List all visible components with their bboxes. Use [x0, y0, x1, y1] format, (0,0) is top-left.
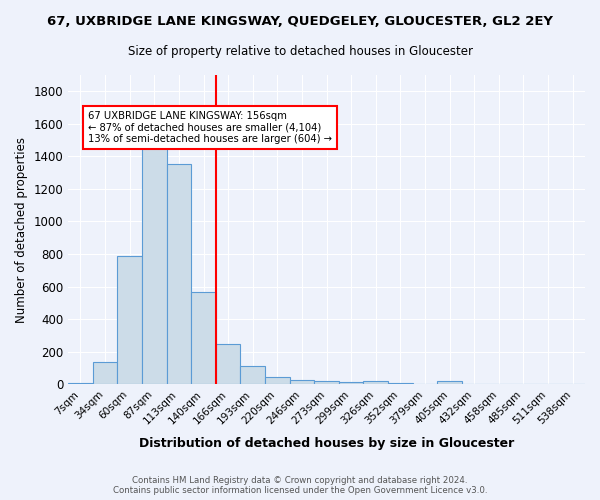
Bar [290, 380, 314, 384]
Bar [93, 362, 118, 384]
Bar [437, 380, 462, 384]
Bar [388, 382, 413, 384]
Bar [265, 378, 290, 384]
Bar [364, 381, 388, 384]
Bar [167, 164, 191, 384]
Bar [191, 292, 216, 384]
Bar [142, 146, 167, 384]
Text: 67, UXBRIDGE LANE KINGSWAY, QUEDGELEY, GLOUCESTER, GL2 2EY: 67, UXBRIDGE LANE KINGSWAY, QUEDGELEY, G… [47, 15, 553, 28]
Bar [241, 366, 265, 384]
Text: 67 UXBRIDGE LANE KINGSWAY: 156sqm
← 87% of detached houses are smaller (4,104)
1: 67 UXBRIDGE LANE KINGSWAY: 156sqm ← 87% … [88, 111, 332, 144]
Bar [68, 382, 93, 384]
Bar [314, 381, 339, 384]
Bar [339, 382, 364, 384]
Bar [118, 256, 142, 384]
Y-axis label: Number of detached properties: Number of detached properties [15, 136, 28, 322]
X-axis label: Distribution of detached houses by size in Gloucester: Distribution of detached houses by size … [139, 437, 514, 450]
Text: Contains HM Land Registry data © Crown copyright and database right 2024.
Contai: Contains HM Land Registry data © Crown c… [113, 476, 487, 495]
Text: Size of property relative to detached houses in Gloucester: Size of property relative to detached ho… [128, 45, 473, 58]
Bar [216, 344, 241, 384]
